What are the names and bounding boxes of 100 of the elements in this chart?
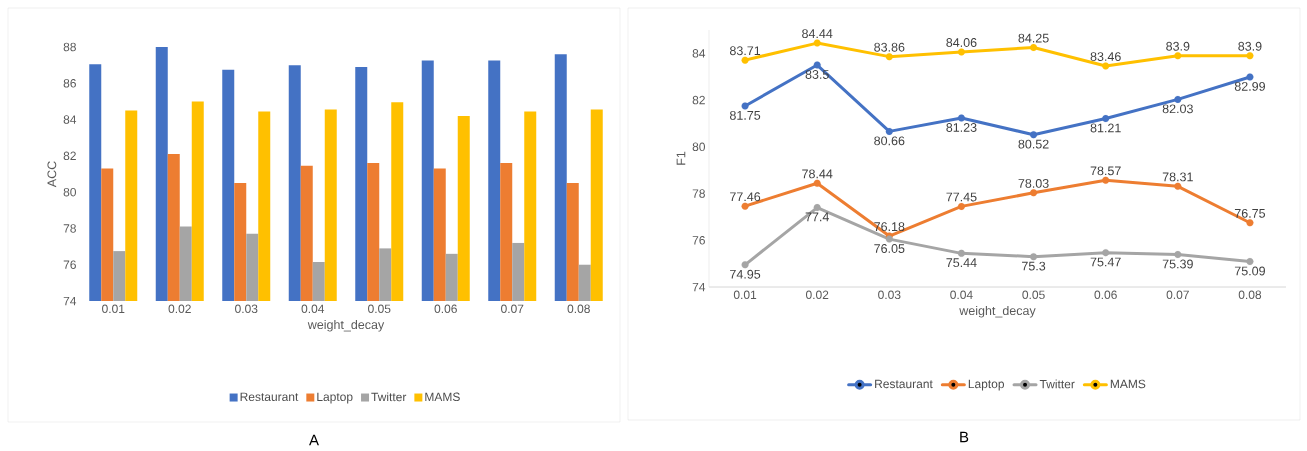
data-label: 83.71: [729, 46, 761, 56]
point: [957, 114, 965, 122]
point: [741, 102, 749, 110]
point: [1174, 250, 1182, 259]
y-tick-label: 88: [63, 42, 76, 52]
x-tick-label: 0.07: [501, 304, 524, 314]
data-label: 78.03: [1018, 179, 1049, 188]
data-label: 77.46: [730, 192, 761, 202]
data-label: 76.05: [874, 244, 905, 253]
legend-label: MAMS: [425, 392, 460, 402]
y-tick-label: 82: [692, 95, 705, 105]
point: [1174, 95, 1182, 103]
point: [1246, 73, 1254, 81]
y-tick-label: 76: [692, 236, 705, 245]
point: [1030, 43, 1038, 52]
legend-label: Laptop: [317, 392, 353, 404]
data-label: 78.44: [802, 169, 833, 179]
data-label: 78.57: [1090, 166, 1121, 176]
y-tick-label: 84: [63, 115, 77, 124]
x-axis-title: weight_decay: [959, 305, 1036, 318]
y-tick-label: 78: [692, 189, 705, 198]
y-tick-label: 74: [692, 282, 706, 292]
point: [885, 53, 893, 61]
point: [1102, 114, 1110, 123]
legend-label: Restaurant: [240, 392, 299, 402]
point: [957, 249, 965, 257]
x-tick-label: 0.03: [235, 304, 258, 314]
data-label: 83.9: [1166, 41, 1190, 51]
x-tick-label: 0.01: [733, 290, 757, 300]
x-tick-label: 0.06: [1094, 290, 1117, 300]
point: [813, 39, 821, 47]
x-tick-label: 0.04: [301, 304, 325, 314]
data-label: 84.44: [802, 29, 833, 39]
data-label: 76.75: [1234, 208, 1266, 218]
y-tick-label: 78: [63, 224, 76, 233]
x-tick-label: 0.06: [434, 304, 457, 314]
point: [1174, 182, 1182, 190]
data-label: 81.21: [1090, 123, 1121, 133]
y-tick-label: 84: [692, 49, 706, 58]
point: [957, 48, 965, 56]
x-axis-title: weight_decay: [307, 319, 385, 332]
point: [813, 179, 821, 187]
point: [813, 204, 821, 212]
point: [957, 202, 965, 210]
x-tick-label: 0.07: [1166, 290, 1189, 300]
x-tick-label: 0.03: [878, 290, 901, 300]
y-tick-label: 82: [63, 151, 76, 161]
point: [741, 261, 749, 269]
point: [1102, 249, 1110, 257]
y-tick-label: 80: [692, 142, 706, 152]
point: [813, 61, 821, 69]
x-tick-label: 0.02: [805, 290, 829, 300]
data-label: 74.95: [730, 269, 761, 279]
data-label: 77.4: [805, 212, 829, 222]
x-tick-label: 0.08: [1238, 290, 1262, 300]
point: [885, 127, 893, 135]
data-label: 77.45: [946, 192, 977, 202]
data-label: 80.52: [1018, 139, 1049, 149]
legend-label: Restaurant: [875, 379, 933, 389]
y-tick-label: 76: [63, 260, 76, 269]
y-tick-label: 74: [63, 296, 77, 306]
legend-label: Laptop: [968, 379, 1005, 391]
point: [1030, 189, 1038, 197]
data-label: 75.3: [1022, 261, 1046, 271]
data-label: 75.47: [1090, 257, 1121, 267]
x-tick-label: 0.04: [950, 290, 973, 300]
data-label: 83.46: [1090, 52, 1121, 61]
legend-label: MAMS: [1110, 379, 1146, 389]
point: [1030, 253, 1038, 261]
data-label: 84.06: [946, 38, 977, 47]
data-label: 80.66: [874, 136, 905, 146]
x-tick-label: 0.02: [168, 304, 191, 314]
point: [1102, 176, 1110, 184]
y-tick-label: 80: [63, 187, 77, 197]
y-tick-label: 86: [63, 79, 76, 88]
x-tick-label: 0.05: [368, 304, 391, 314]
data-label: 75.09: [1234, 266, 1265, 276]
x-tick-label: 0.05: [1022, 290, 1045, 300]
x-tick-label: 0.08: [567, 304, 590, 314]
data-label: 75.39: [1162, 259, 1193, 269]
data-label: 83.9: [1238, 41, 1262, 51]
y-axis-title: ACC: [47, 161, 57, 188]
data-label: 81.75: [729, 110, 761, 120]
point: [1174, 52, 1182, 60]
data-label: 75.44: [946, 258, 977, 268]
data-label: 83.86: [874, 42, 905, 52]
data-label: 82.03: [1162, 104, 1193, 114]
data-label: 78.31: [1162, 172, 1193, 182]
text: B: [960, 431, 969, 443]
point: [1246, 257, 1254, 266]
point: [741, 56, 749, 64]
point: [741, 202, 749, 210]
point: [1030, 131, 1038, 139]
point: [1246, 52, 1254, 60]
data-label: 84.25: [1018, 33, 1049, 43]
point: [1102, 62, 1110, 70]
point: [1246, 219, 1254, 227]
legend-label: Twitter: [1039, 379, 1075, 389]
data-label: 82.99: [1234, 81, 1265, 91]
y-axis-title: F1: [676, 151, 686, 165]
